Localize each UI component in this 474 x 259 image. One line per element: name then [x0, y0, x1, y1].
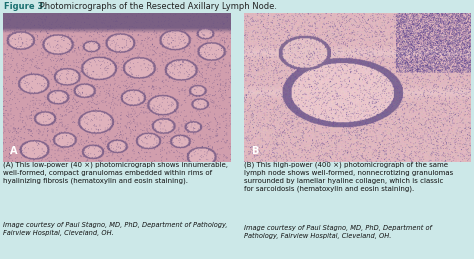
Text: Image courtesy of Paul Stagno, MD, PhD, Department of Pathology,
Fairview Hospit: Image courtesy of Paul Stagno, MD, PhD, …: [3, 222, 228, 236]
Text: A: A: [10, 146, 18, 156]
Text: Photomicrographs of the Resected Axillary Lymph Node.: Photomicrographs of the Resected Axillar…: [37, 2, 277, 11]
Text: B: B: [251, 146, 258, 156]
Text: (A) This low-power (40 ×) photomicrograph shows innumerable,
well-formed, compac: (A) This low-power (40 ×) photomicrograp…: [3, 162, 228, 184]
Text: (B) This high-power (400 ×) photomicrograph of the same
lymph node shows well-fo: (B) This high-power (400 ×) photomicrogr…: [244, 162, 453, 192]
Text: Figure 3.: Figure 3.: [4, 2, 46, 11]
Text: Image courtesy of Paul Stagno, MD, PhD, Department of
Pathology, Fairview Hospit: Image courtesy of Paul Stagno, MD, PhD, …: [244, 225, 432, 239]
